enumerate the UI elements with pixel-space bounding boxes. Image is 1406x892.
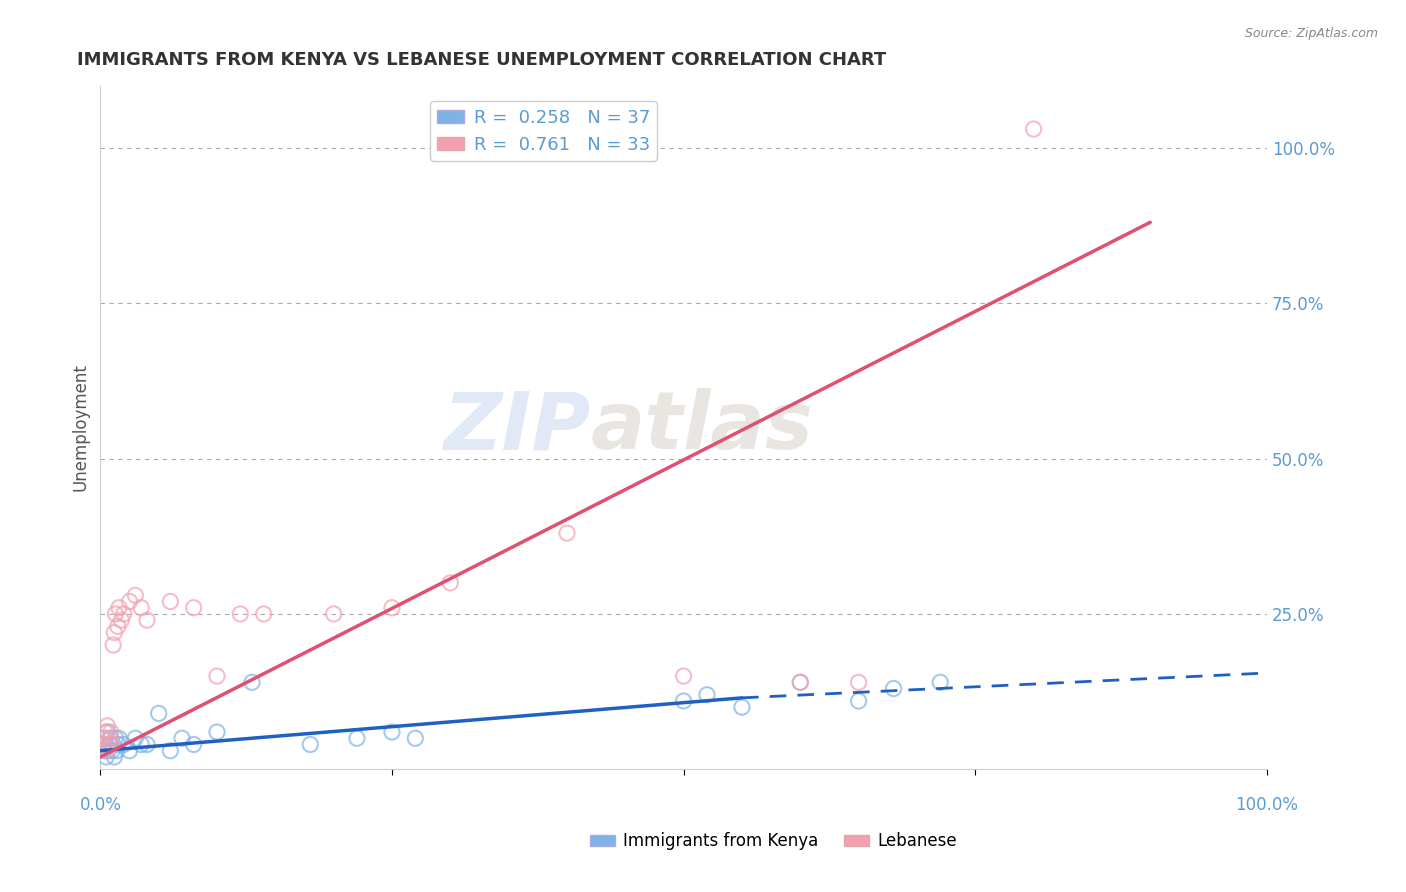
Point (136, 738, 159, 752)
Legend: R =  0.258   N = 37, R =  0.761   N = 33: R = 0.258 N = 37, R = 0.761 N = 33 (430, 102, 657, 161)
Point (100, 725, 122, 739)
Point (101, 738, 124, 752)
Point (124, 588, 146, 602)
Point (159, 594, 181, 608)
Point (229, 607, 252, 621)
Point (148, 706, 170, 721)
Point (107, 738, 129, 752)
Point (96, 719, 118, 733)
Point (129, 600, 152, 615)
Point (299, 738, 322, 752)
Point (108, 731, 131, 746)
Point (129, 738, 152, 752)
Point (253, 607, 276, 621)
Point (110, 613, 132, 627)
Point (91, 738, 114, 752)
Point (883, 681, 905, 696)
Point (118, 744, 141, 758)
Point (183, 738, 205, 752)
Point (104, 731, 127, 746)
Text: 0.0%: 0.0% (79, 797, 121, 814)
Point (381, 725, 404, 739)
Point (96, 744, 118, 758)
Point (555, 526, 578, 541)
Point (103, 750, 125, 764)
Point (93, 738, 115, 752)
Point (136, 613, 159, 627)
Text: IMMIGRANTS FROM KENYA VS LEBANESE UNEMPLOYMENT CORRELATION CHART: IMMIGRANTS FROM KENYA VS LEBANESE UNEMPL… (77, 51, 886, 69)
Point (103, 638, 125, 652)
Point (240, 675, 263, 690)
Point (848, 675, 870, 690)
Point (789, 675, 811, 690)
Point (103, 625, 125, 640)
Point (1022, 122, 1045, 136)
Point (731, 700, 754, 714)
Point (98, 731, 121, 746)
Point (98, 738, 121, 752)
Point (100, 731, 122, 746)
Point (124, 731, 146, 746)
Point (101, 744, 124, 758)
Legend: Immigrants from Kenya, Lebanese: Immigrants from Kenya, Lebanese (583, 826, 963, 857)
Point (205, 725, 228, 739)
Point (104, 607, 127, 621)
Text: ZIP: ZIP (443, 388, 591, 467)
Point (97, 738, 120, 752)
Point (94, 731, 117, 746)
Point (929, 675, 952, 690)
Text: Source: ZipAtlas.com: Source: ZipAtlas.com (1244, 27, 1378, 40)
Point (91, 731, 114, 746)
Point (183, 600, 205, 615)
Point (93, 744, 115, 758)
Text: 100.0%: 100.0% (1236, 797, 1298, 814)
Point (103, 738, 125, 752)
Point (696, 688, 718, 702)
Y-axis label: Unemployment: Unemployment (72, 364, 89, 491)
Point (789, 675, 811, 690)
Point (107, 619, 129, 633)
Point (96, 750, 118, 764)
Point (205, 669, 228, 683)
Point (94, 725, 117, 739)
Point (170, 731, 193, 746)
Point (346, 731, 368, 746)
Point (105, 744, 128, 758)
Point (672, 669, 695, 683)
Point (118, 594, 141, 608)
Point (381, 600, 404, 615)
Point (672, 694, 695, 708)
Point (108, 600, 131, 615)
Text: atlas: atlas (591, 388, 813, 467)
Point (97, 744, 120, 758)
Point (96, 725, 118, 739)
Point (322, 607, 344, 621)
Point (112, 607, 135, 621)
Point (404, 731, 426, 746)
Point (159, 744, 181, 758)
Point (112, 738, 135, 752)
Point (439, 575, 461, 590)
Point (848, 694, 870, 708)
